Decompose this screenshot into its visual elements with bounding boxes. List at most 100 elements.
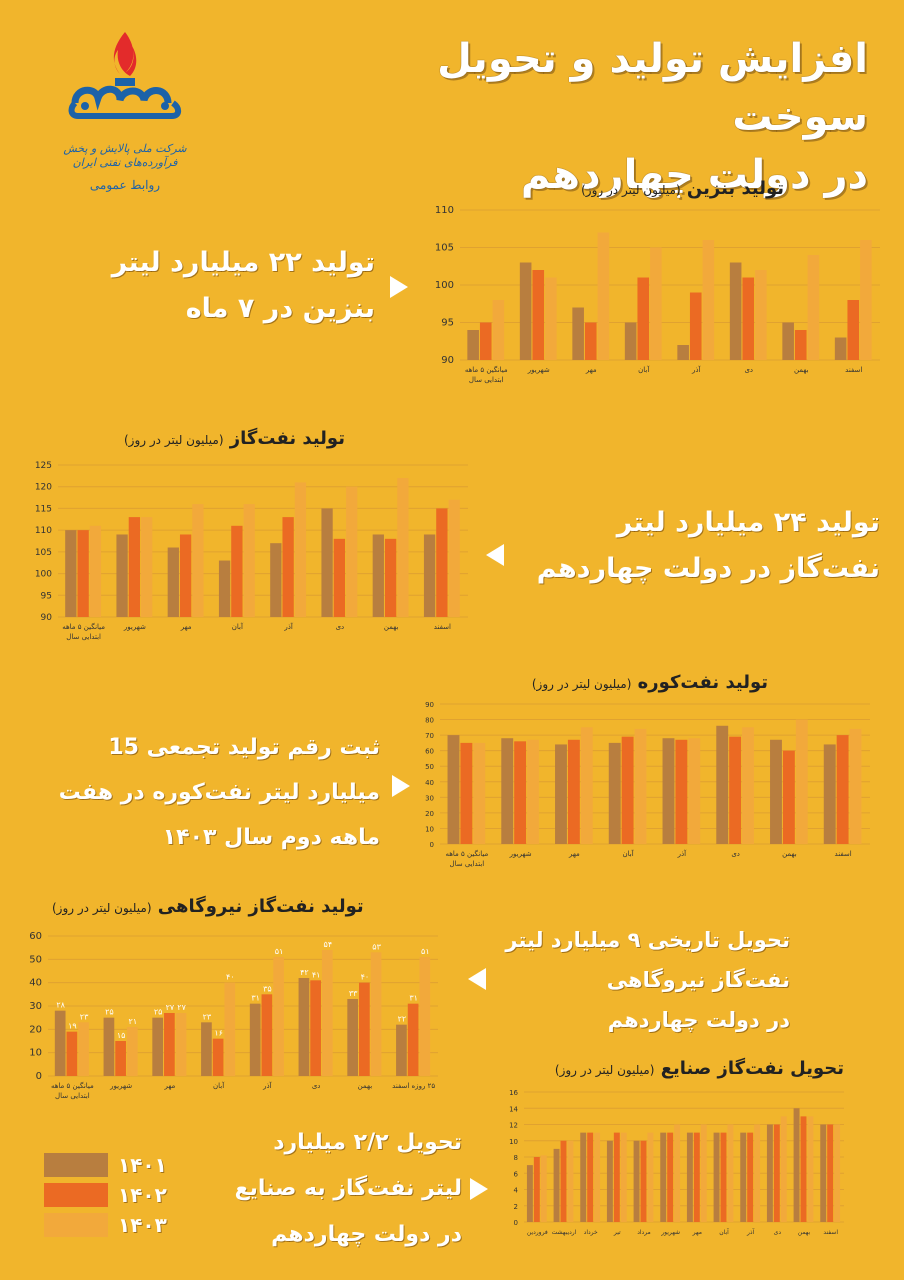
callout-diesel: تولید ۲۴ میلیارد لیتر نفت‌گاز در دولت چه… [510,500,880,592]
category-label: آبان [638,365,650,374]
y-tick-label: 0 [430,841,434,849]
chart-unit: (میلیون لیتر در روز) [554,1063,655,1077]
category-label: آبان [719,1227,729,1236]
callout-line: تحویل تاریخی ۹ میلیارد لیتر [505,928,790,952]
data-label: ۵۴ [324,940,333,949]
y-tick-label: 12 [509,1122,518,1130]
legend-swatch-1403 [44,1213,108,1237]
y-tick-label: 90 [425,701,434,709]
bar [261,994,273,1076]
y-tick-label: 50 [425,763,434,771]
bar [795,719,808,844]
bar [713,1132,720,1222]
callout-power: تحویل تاریخی ۹ میلیارد لیتر نفت‌گاز نیرو… [490,920,790,1040]
category-label: شهریور [509,850,532,858]
bar [620,1132,627,1222]
bar [572,307,584,360]
bar [688,738,701,844]
category-label: اسفند [823,1229,838,1236]
y-tick-label: 105 [35,548,52,558]
bar [270,543,282,617]
bar [823,744,836,844]
bar [634,728,647,844]
data-label: ۲۳ [203,1012,212,1021]
chart-title-text: تولید نفت‌گاز [229,428,345,449]
data-label: ۴۰ [226,973,235,982]
diesel-chart: 90 95 100 105 110 115 120 125 میانگین ۵ ماهه ابتد… [28,455,478,655]
bar [621,736,634,844]
bar [606,1140,613,1222]
bar [321,950,333,1076]
callout-kerosene: ثبت رقم تولید تجمعی 15 میلیارد لیتر نفت‌… [30,725,380,860]
y-tick-label: 0 [36,1071,42,1082]
category-label: دی [312,1082,321,1090]
bar [580,1132,587,1222]
y-tick-label: 40 [29,978,42,989]
chart-title-text: تولید نفت‌گاز نیروگاهی [157,896,364,917]
category-label: اسفند [835,850,852,858]
y-tick-label: 95 [441,318,454,329]
bar [294,482,307,617]
bar [372,534,384,617]
category-label: آبان [623,849,635,858]
data-label: ۳۱ [409,994,418,1003]
bar [742,277,755,360]
arrow-right-icon [390,276,408,298]
data-label: ۲۵ [154,1008,163,1017]
bar [773,1124,780,1222]
legend-item: ۱۴۰۱ [44,1150,174,1180]
bar [273,957,284,1076]
callout-industry: تحویل ۲/۲ میلیارد لیتر نفت‌گاز به صنایع … [200,1120,462,1258]
y-tick-label: 120 [35,483,52,493]
chart-title-text: تحویل نفت‌گاز صنایع [660,1058,844,1079]
bar [689,292,702,360]
y-tick-label: 95 [41,591,52,601]
category-label: آذر [691,365,701,374]
y-tick-label: 90 [41,613,53,623]
category-label: دی [731,850,740,858]
bar [460,742,473,844]
bar [201,1022,212,1076]
bar [834,1124,841,1222]
category-label: اردیبهشت [552,1229,577,1236]
bar [693,1132,700,1222]
bar [310,980,321,1076]
bar [192,504,204,617]
category-label: دی [744,366,753,374]
bar [448,499,460,617]
data-label: ۵۱ [275,947,284,956]
bar [608,742,621,844]
data-label: ۳۳ [349,989,358,998]
category-label: ابتدایی سال [55,1092,90,1100]
callout-line: نفت‌گاز نیروگاهی [606,968,790,992]
bar [700,1124,707,1222]
chart-title-gasoline: تولید بنزین (میلیون لیتر در روز) [581,178,784,199]
bar [359,982,370,1076]
legend-swatch-1402 [44,1183,108,1207]
bar [754,1124,761,1222]
category-label: بهمن [798,1229,811,1236]
bar [533,1157,540,1222]
data-label: ۱۶ [214,1029,223,1038]
y-tick-label: 100 [435,280,454,291]
chart-unit: (میلیون لیتر در روز) [52,901,152,915]
bar [836,735,849,844]
bar [567,739,580,844]
category-label: آذر [283,622,293,631]
category-label: مهر [180,623,192,631]
bar [747,1132,754,1222]
category-label: آذر [677,849,687,858]
y-tick-label: 20 [425,810,434,818]
chart-title-text: تولید نفت‌کوره [637,672,768,693]
arrow-left-icon [468,968,486,990]
y-tick-label: 115 [35,504,52,514]
y-tick-label: 0 [514,1219,518,1227]
data-label: ۵۱ [421,947,430,956]
flame-logo-icon [68,32,182,119]
bar [729,736,742,844]
data-label: ۲۷ [166,1003,175,1012]
y-tick-label: 50 [29,954,42,965]
category-label: شهریور [109,1082,132,1090]
bar [467,330,479,360]
bar [333,538,346,617]
